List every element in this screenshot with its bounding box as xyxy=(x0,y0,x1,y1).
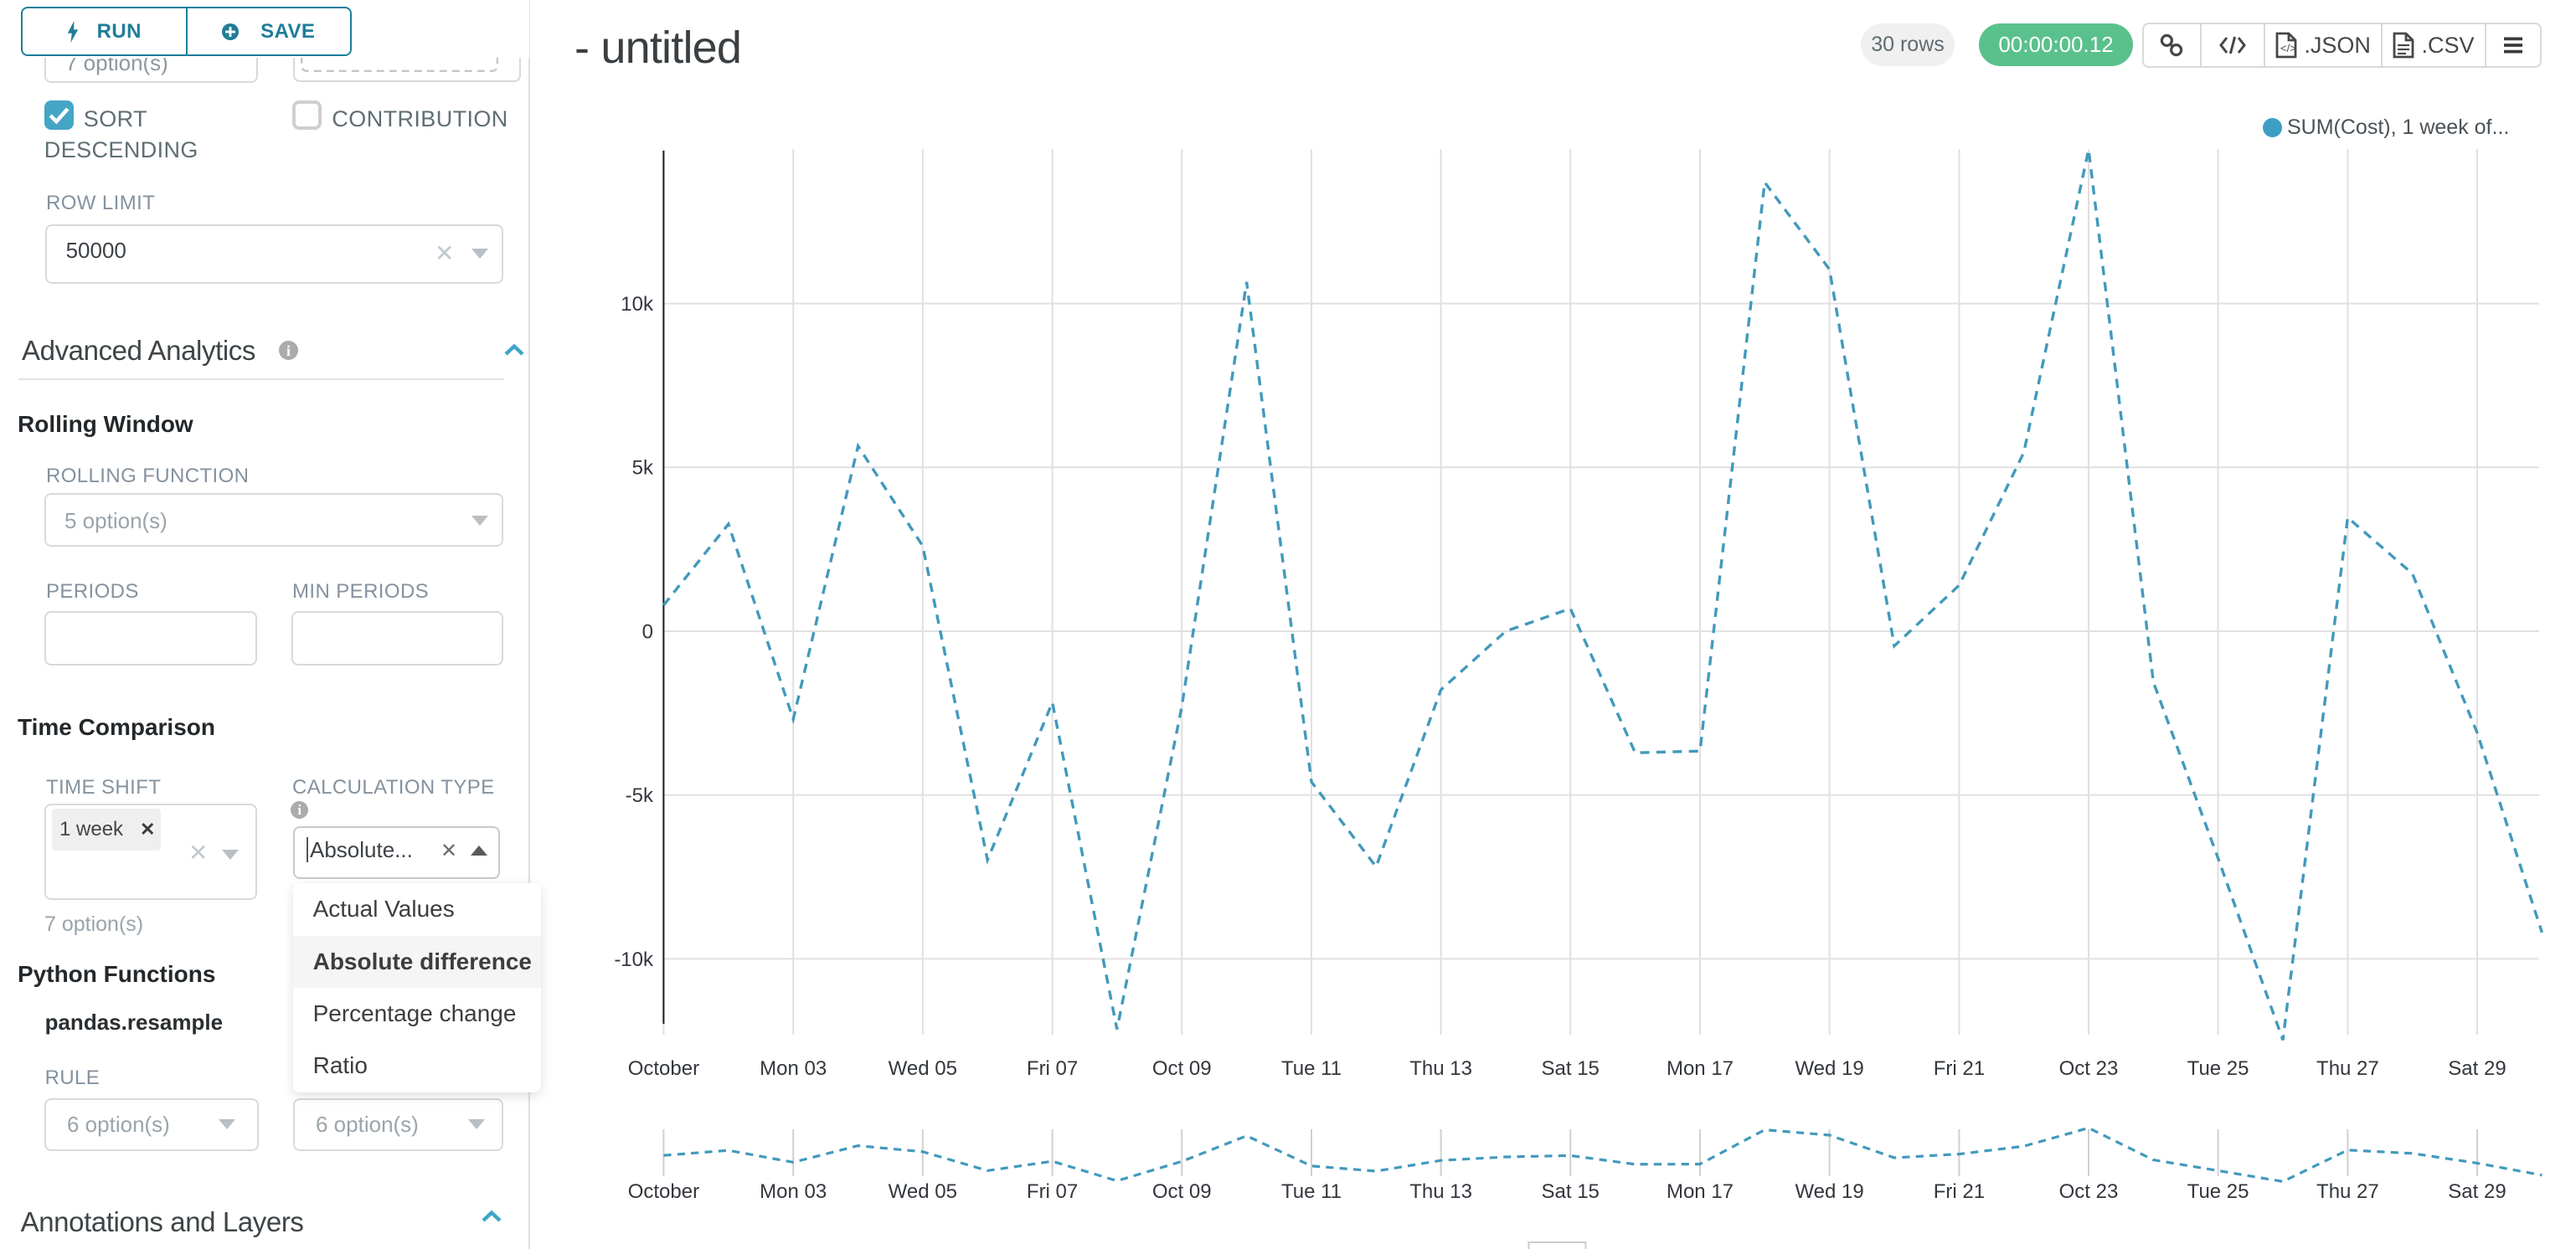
svg-text:Fri 21: Fri 21 xyxy=(1934,1180,1985,1203)
svg-text:Sat 29: Sat 29 xyxy=(2448,1180,2506,1203)
svg-text:Wed 19: Wed 19 xyxy=(1795,1057,1863,1080)
svg-text:5k: 5k xyxy=(632,457,654,480)
svg-text:Mon 03: Mon 03 xyxy=(760,1180,827,1203)
svg-text:Thu 13: Thu 13 xyxy=(1409,1057,1472,1080)
svg-text:Oct 23: Oct 23 xyxy=(2059,1057,2119,1080)
svg-text:</>: </> xyxy=(2280,42,2296,54)
svg-text:-5k: -5k xyxy=(626,784,654,807)
svg-text:Wed 05: Wed 05 xyxy=(889,1057,957,1080)
svg-text:Wed 05: Wed 05 xyxy=(889,1180,957,1203)
svg-text:Wed 19: Wed 19 xyxy=(1795,1180,1863,1203)
svg-text:Oct 09: Oct 09 xyxy=(1152,1057,1212,1080)
svg-text:Thu 13: Thu 13 xyxy=(1409,1180,1472,1203)
svg-text:October: October xyxy=(628,1057,699,1080)
svg-text:Sat 15: Sat 15 xyxy=(1542,1057,1600,1080)
svg-text:Sat 29: Sat 29 xyxy=(2448,1057,2506,1080)
svg-text:October: October xyxy=(628,1180,699,1203)
svg-text:-10k: -10k xyxy=(614,948,654,971)
svg-text:10k: 10k xyxy=(621,293,654,316)
svg-text:Tue 25: Tue 25 xyxy=(2187,1057,2249,1080)
svg-text:Mon 17: Mon 17 xyxy=(1667,1180,1734,1203)
svg-text:Fri 07: Fri 07 xyxy=(1027,1180,1078,1203)
svg-text:Fri 07: Fri 07 xyxy=(1027,1057,1078,1080)
svg-text:Thu 27: Thu 27 xyxy=(2316,1180,2379,1203)
svg-text:Mon 17: Mon 17 xyxy=(1667,1057,1734,1080)
svg-text:Oct 09: Oct 09 xyxy=(1152,1180,1212,1203)
svg-text:Oct 23: Oct 23 xyxy=(2059,1180,2119,1203)
svg-text:Sat 15: Sat 15 xyxy=(1542,1180,1600,1203)
svg-text:Thu 27: Thu 27 xyxy=(2316,1057,2379,1080)
svg-text:Tue 11: Tue 11 xyxy=(1281,1180,1342,1203)
svg-text:Fri 21: Fri 21 xyxy=(1934,1057,1985,1080)
svg-text:Tue 25: Tue 25 xyxy=(2187,1180,2249,1203)
svg-text:Tue 11: Tue 11 xyxy=(1281,1057,1342,1080)
svg-text:Mon 03: Mon 03 xyxy=(760,1057,827,1080)
svg-text:0: 0 xyxy=(642,620,653,643)
